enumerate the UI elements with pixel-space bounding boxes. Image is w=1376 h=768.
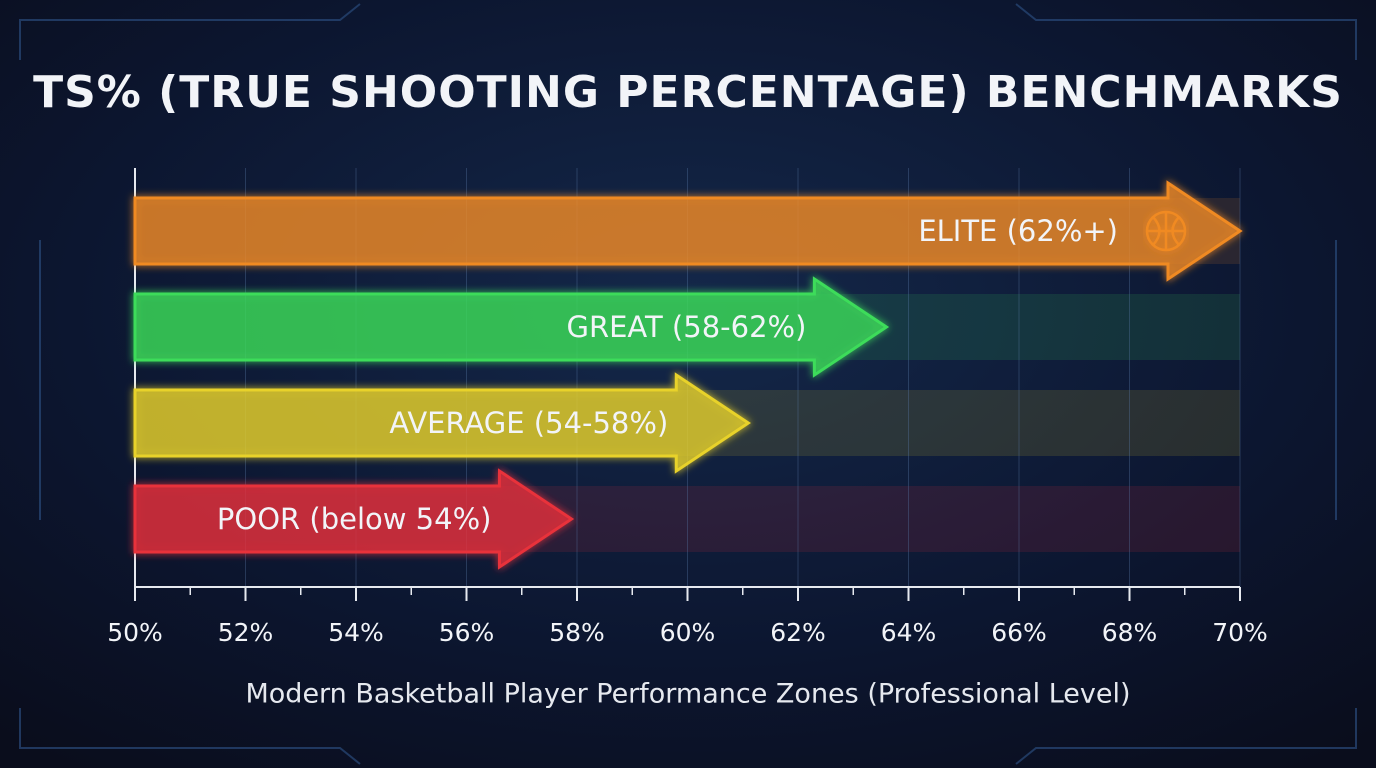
x-tick-label: 58% [549, 618, 605, 647]
x-tick-label: 60% [660, 618, 716, 647]
chart-title: TS% (TRUE SHOOTING PERCENTAGE) BENCHMARK… [33, 67, 1343, 118]
x-axis-title: Modern Basketball Player Performance Zon… [245, 679, 1130, 710]
arrow-bar [133, 276, 890, 378]
x-tick-label: 54% [328, 618, 384, 647]
basketball-icon [1145, 210, 1187, 252]
frame [19, 3, 1357, 765]
x-tick-label: 62% [770, 618, 826, 647]
x-tick-label: 56% [439, 618, 495, 647]
x-tick-label: 64% [881, 618, 937, 647]
x-tick-label: 70% [1212, 618, 1268, 647]
bar-label: GREAT (58-62%) [566, 310, 806, 344]
x-tick-label: 66% [991, 618, 1047, 647]
arrow-bar [133, 468, 575, 570]
bar-label: AVERAGE (54-58%) [389, 406, 668, 440]
bar-label: POOR (below 54%) [217, 502, 492, 536]
arrow-bar [133, 180, 1243, 282]
bar-label: ELITE (62%+) [918, 214, 1118, 248]
x-tick-label: 52% [218, 618, 274, 647]
plot-area: 50% 52% 54% 56% 58% 60% 62% 64% 66% 68% 70% ELITE (… [107, 168, 1268, 647]
x-tick-label: 50% [107, 618, 163, 647]
arrow-bar [133, 372, 751, 474]
x-tick-label: 68% [1102, 618, 1158, 647]
